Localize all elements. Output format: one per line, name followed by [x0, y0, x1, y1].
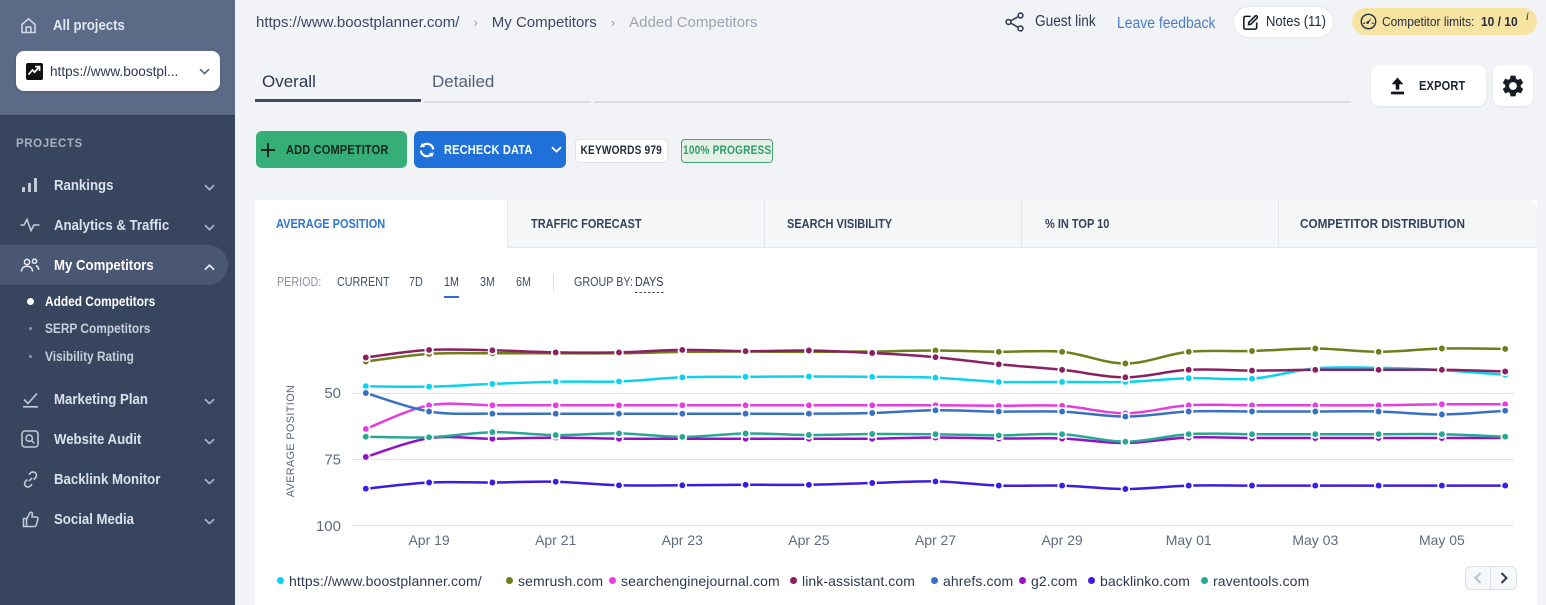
svg-text:May 05: May 05	[1419, 532, 1465, 548]
svg-text:May 01: May 01	[1166, 532, 1212, 548]
svg-text:75: 75	[324, 451, 341, 468]
svg-text:Apr 21: Apr 21	[535, 532, 576, 548]
svg-text:May 03: May 03	[1292, 532, 1338, 548]
svg-text:Apr 25: Apr 25	[788, 532, 829, 548]
svg-text:Apr 27: Apr 27	[915, 532, 956, 548]
svg-text:Apr 29: Apr 29	[1041, 532, 1082, 548]
svg-text:AVERAGE POSITION: AVERAGE POSITION	[285, 385, 297, 497]
svg-text:Apr 19: Apr 19	[408, 532, 449, 548]
svg-text:100: 100	[316, 518, 341, 535]
svg-text:50: 50	[324, 385, 341, 402]
svg-text:Apr 23: Apr 23	[662, 532, 703, 548]
